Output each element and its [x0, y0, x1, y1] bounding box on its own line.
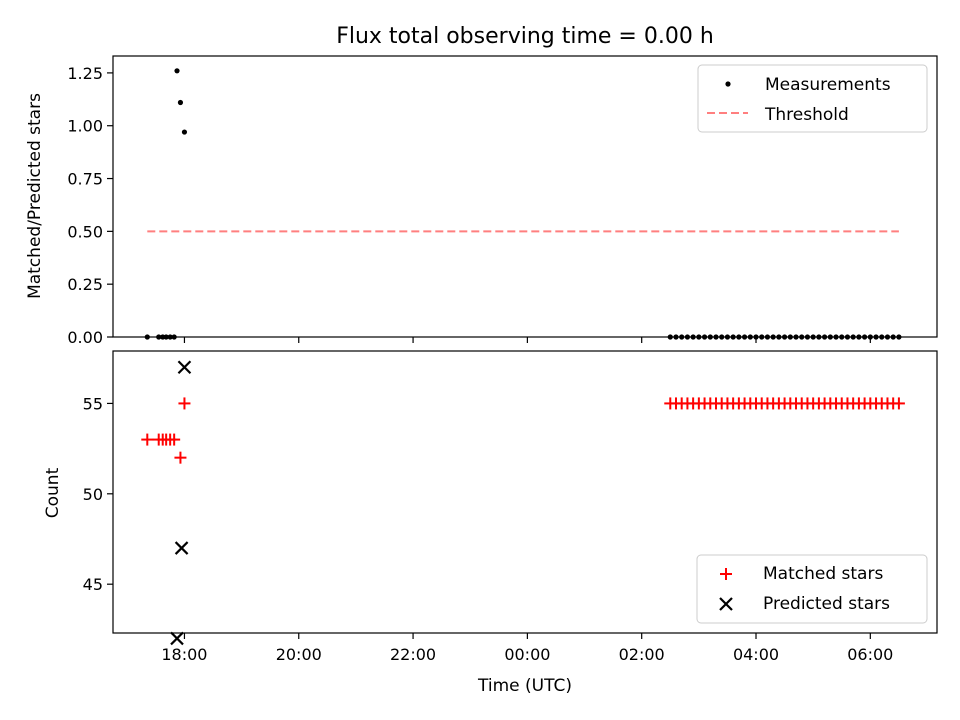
xtick-label: 02:00: [619, 645, 665, 664]
top-ytick-label: 0.00: [67, 328, 103, 347]
matched-star-point: [174, 451, 187, 464]
flux-ratio-panel: Flux total observing time = 0.00 h Match…: [25, 24, 938, 347]
matched-star-point: [892, 397, 905, 410]
xtick-label: 04:00: [733, 645, 779, 664]
legend-threshold-label: Threshold: [764, 105, 849, 125]
legend-measurements-label: Measurements: [765, 75, 891, 95]
matched-star-point: [168, 433, 181, 446]
top-ytick-label: 1.00: [67, 117, 103, 136]
bottom-legend: Matched stars Predicted stars: [696, 554, 928, 624]
bottom-axes-frame: [112, 350, 938, 634]
xtick-label: 00:00: [504, 645, 550, 664]
measurement-point: [177, 99, 184, 106]
legend-measurements-marker: [725, 81, 731, 87]
bottom-x-axis-ticks: 18:00 20:00 22:00 00:00 02:00 04:00 06:00: [161, 633, 893, 664]
legend-predicted-marker: [719, 597, 733, 611]
measurement-point: [181, 129, 188, 135]
top-ytick-label: 0.50: [67, 222, 103, 241]
chart-title: Flux total observing time = 0.00 h: [336, 24, 714, 49]
predicted-star-point: [170, 631, 184, 646]
predicted-star-point: [177, 360, 192, 375]
xtick-label: 22:00: [390, 645, 436, 664]
top-ytick-label: 1.25: [67, 64, 103, 83]
top-y-axis-label: Matched/Predicted stars: [25, 93, 45, 299]
xtick-label: 20:00: [276, 645, 322, 664]
top-axes-frame: [112, 55, 938, 338]
top-ytick-label: 0.25: [67, 275, 103, 294]
matched-star-point: [141, 433, 154, 446]
legend-matched-label: Matched stars: [763, 564, 883, 584]
predicted-star-point: [174, 541, 189, 555]
xtick-label: 06:00: [847, 645, 893, 664]
bottom-ytick-label: 45: [83, 575, 103, 594]
xtick-label: 18:00: [161, 645, 207, 664]
bottom-y-axis-label: Count: [43, 467, 63, 518]
legend-matched-marker: [720, 568, 732, 580]
top-legend: Measurements Threshold: [697, 64, 928, 133]
bottom-legend-box: [696, 554, 928, 624]
bottom-y-axis-ticks: 45 50 55: [83, 394, 113, 594]
top-legend-box: [697, 64, 928, 133]
matched-star-point: [178, 397, 191, 410]
top-y-axis-ticks: 0.00 0.25 0.50 0.75 1.00 1.25: [67, 64, 113, 347]
legend-predicted-label: Predicted stars: [763, 594, 890, 614]
bottom-ytick-label: 50: [83, 485, 103, 504]
bottom-ytick-label: 55: [83, 394, 103, 413]
x-axis-label: Time (UTC): [477, 676, 572, 696]
bottom-plot-marks: [141, 360, 905, 646]
star-count-panel: Count Time (UTC) 45 50 55 18:00 20:00 22:00 0…: [43, 350, 938, 696]
measurement-point: [174, 68, 180, 74]
top-ytick-label: 0.75: [67, 170, 103, 189]
